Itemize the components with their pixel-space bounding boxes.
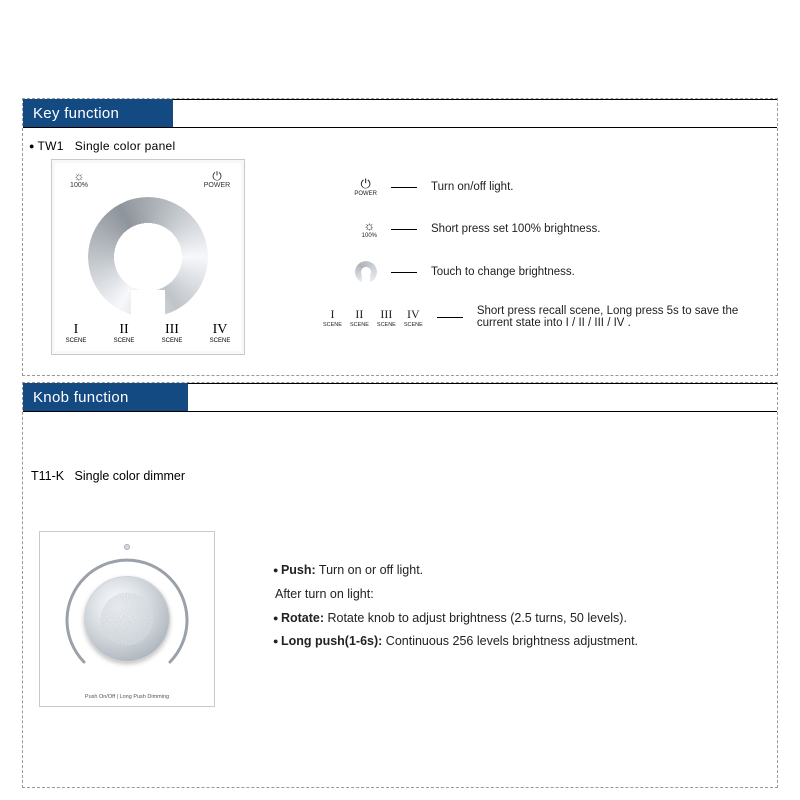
scene-row: ISCENE IISCENE IIISCENE IVSCENE [52, 322, 244, 344]
legend-power-text: Turn on/off light. [431, 181, 771, 193]
scene-2: IISCENE [101, 322, 147, 344]
knob-dial [84, 576, 170, 662]
legend-sun-text: Short press set 100% brightness. [431, 223, 771, 235]
brightness-100-icon: ☼ 100% [58, 170, 100, 189]
tw1-legend: ⏻POWER Turn on/off light. ☼100% Short pr… [323, 177, 771, 329]
legend-row-power: ⏻POWER Turn on/off light. [323, 177, 771, 197]
tw1-panel: ☼ 100% ⏻ POWER ISCENE IISCENE IIISCENE I… [51, 159, 245, 355]
knob-note-long: Long push(1-6s): Continuous 256 levels b… [273, 630, 767, 654]
sun-icon: ☼ [58, 170, 100, 182]
key-function-section: Key function TW1 Single color panel ☼ 10… [22, 98, 778, 376]
legend-dash [437, 317, 463, 318]
t11k-code: T11-K [31, 469, 64, 483]
brightness-100-label: 100% [70, 182, 88, 189]
knob-note-push: Push: Turn on or off light. [273, 559, 767, 583]
legend-dash [391, 229, 417, 230]
section-underline [23, 411, 777, 412]
knob-function-header: Knob function [23, 383, 188, 411]
key-function-title: Key function [33, 105, 119, 122]
power-label: POWER [204, 182, 230, 189]
legend-row-ring: Touch to change brightness. [323, 261, 771, 283]
section-underline [23, 127, 777, 128]
tw1-name: Single color panel [75, 139, 176, 153]
knob-note-after: After turn on light: [275, 583, 767, 607]
power-icon-group: ⏻ POWER [196, 170, 238, 189]
tw1-title: TW1 Single color panel [29, 139, 175, 153]
legend-power-icon: ⏻POWER [354, 177, 377, 197]
legend-dash [391, 272, 417, 273]
knob-note-rotate: Rotate: Rotate knob to adjust brightness… [273, 607, 767, 631]
legend-row-sun: ☼100% Short press set 100% brightness. [323, 219, 771, 239]
legend-dash [391, 187, 417, 188]
legend-ring-icon [355, 261, 377, 283]
knob-footnote: Push On/Off | Long Push Dimming [40, 694, 214, 700]
knob-function-section: Knob function T11-K Single color dimmer … [22, 382, 778, 788]
t11k-title: T11-K Single color dimmer [31, 469, 185, 483]
power-icon: ⏻ [196, 170, 238, 182]
legend-sun-icon: ☼100% [362, 219, 377, 239]
scene-3: IIISCENE [149, 322, 195, 344]
scene-1: ISCENE [53, 322, 99, 344]
key-function-header: Key function [23, 99, 173, 127]
t11k-name: Single color dimmer [75, 469, 185, 483]
legend-row-scenes: ISCENE IISCENE IIISCENE IVSCENE Short pr… [323, 305, 771, 329]
t11k-panel: Push On/Off | Long Push Dimming [39, 531, 215, 707]
scene-4: IVSCENE [197, 322, 243, 344]
legend-scene-icons: ISCENE IISCENE IIISCENE IVSCENE [323, 307, 423, 328]
tw1-code: TW1 [38, 139, 64, 153]
legend-scene-text: Short press recall scene, Long press 5s … [477, 305, 771, 329]
legend-ring-text: Touch to change brightness. [431, 266, 771, 278]
knob-function-title: Knob function [33, 389, 129, 406]
knob-notes: Push: Turn on or off light. After turn o… [273, 559, 767, 654]
